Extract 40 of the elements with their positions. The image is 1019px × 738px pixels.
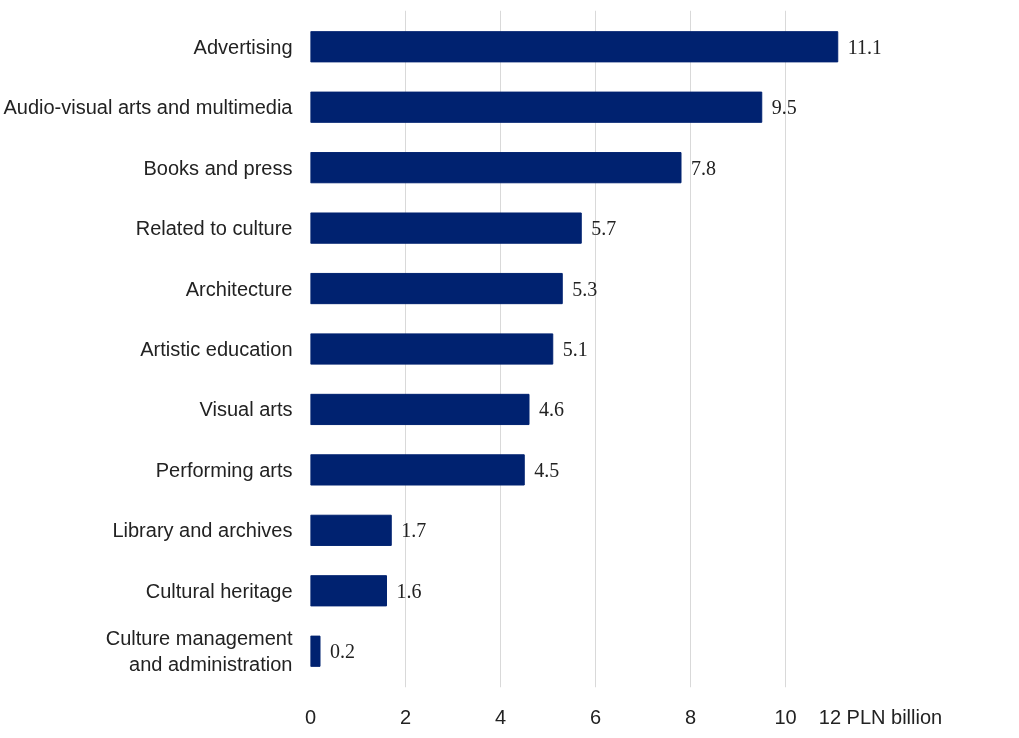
bar xyxy=(310,91,763,123)
data-label: 9.5 xyxy=(771,96,797,119)
x-tick-label: 6 xyxy=(589,705,602,728)
bar xyxy=(310,514,392,546)
data-label: 5.7 xyxy=(591,217,617,240)
y-tick-label: Artistic education xyxy=(140,338,293,360)
bar xyxy=(310,333,554,365)
data-label: 4.5 xyxy=(534,458,560,481)
y-tick-label: Related to culture xyxy=(135,217,293,240)
bar xyxy=(310,31,839,63)
y-tick-label: Visual arts xyxy=(199,398,293,421)
y-tick-label: Audio-visual arts and multimedia xyxy=(3,96,294,119)
bar xyxy=(310,454,525,486)
data-label: 0.2 xyxy=(330,640,355,663)
x-tick-label: 12 PLN billion xyxy=(818,705,943,728)
y-tick-label: Library and archives xyxy=(112,519,293,542)
bar xyxy=(310,393,530,426)
bar xyxy=(310,635,321,667)
x-tick-label: 2 xyxy=(399,705,412,728)
bar xyxy=(310,575,387,607)
y-tick-label: Advertising xyxy=(193,35,293,58)
data-label: 11.1 xyxy=(847,35,883,58)
bar xyxy=(310,212,582,244)
x-tick-label: 8 xyxy=(684,705,697,728)
x-tick-label: 0 xyxy=(304,705,317,728)
y-tick-label: Cultural heritage xyxy=(145,579,293,602)
x-tick-label: 10 xyxy=(774,705,797,728)
bar xyxy=(310,152,682,184)
data-label: 7.8 xyxy=(691,156,716,179)
x-tick-label: 4 xyxy=(494,705,507,728)
data-label: 1.6 xyxy=(396,579,422,602)
y-tick-label: Books and press xyxy=(143,156,293,179)
data-label: 4.6 xyxy=(539,398,564,421)
y-tick-label: Architecture xyxy=(185,277,293,300)
y-tick-label: Culture management and administration xyxy=(105,627,293,676)
y-tick-label: Performing arts xyxy=(155,458,293,481)
data-label: 5.3 xyxy=(572,277,598,300)
data-label: 5.1 xyxy=(562,338,588,360)
data-label: 1.7 xyxy=(401,519,427,542)
bar xyxy=(310,272,563,305)
